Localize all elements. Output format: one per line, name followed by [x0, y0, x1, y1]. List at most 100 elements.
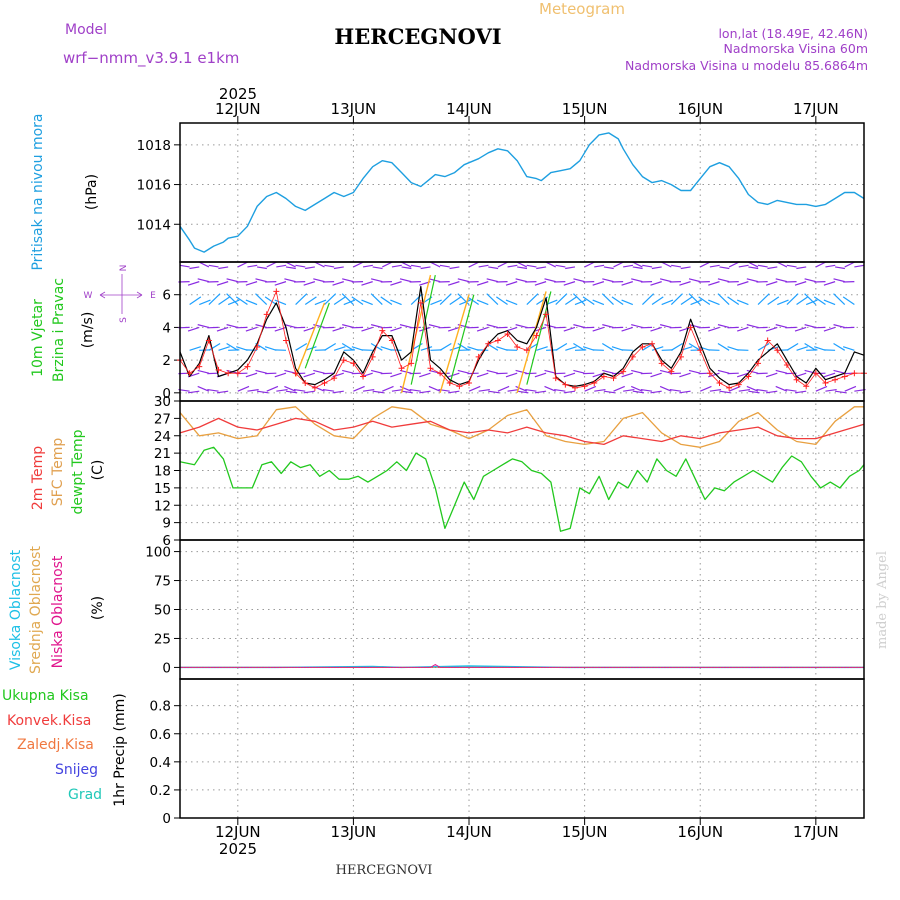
wind-arrow — [573, 293, 586, 305]
wind-arrow — [748, 390, 760, 394]
gust-marker — [783, 362, 790, 369]
wind-arrow — [833, 342, 846, 351]
wind-arrow — [536, 266, 547, 270]
wind-arrow — [361, 281, 373, 286]
wind-arrow — [775, 324, 788, 328]
wind-arrow — [661, 261, 672, 268]
wind-arrow — [651, 346, 664, 351]
wind-arrow — [786, 342, 799, 351]
wind-arrow — [844, 385, 857, 392]
wind-arrow — [563, 390, 576, 394]
gust-marker — [475, 353, 482, 360]
wind-arrow — [563, 326, 576, 332]
wind-arrow — [544, 385, 556, 392]
wind-arrow — [399, 385, 412, 392]
cloud-unit: (%) — [90, 596, 106, 620]
gust-marker — [677, 353, 684, 360]
wind-arrow — [517, 390, 529, 394]
wind-arrow — [563, 281, 576, 286]
wind-arrow — [515, 385, 528, 392]
wind-arrow — [717, 342, 730, 351]
wind-arrow — [632, 266, 643, 270]
wind-arrow — [794, 326, 807, 332]
wind-arrow — [235, 296, 248, 306]
wind-arrow — [766, 390, 778, 394]
wind-arrow — [361, 299, 373, 306]
gust-marker — [745, 373, 752, 380]
y-ticks: 1014101610180246691215182124273002550751… — [137, 138, 180, 827]
wind-arrow — [256, 390, 269, 394]
gust-marker — [514, 344, 521, 351]
wind-arrow — [708, 299, 720, 306]
grid — [180, 123, 864, 819]
wind-arrow — [505, 372, 518, 378]
wind-arrow — [197, 278, 210, 283]
wind-arrow — [410, 264, 421, 268]
wind-arrow — [833, 324, 845, 328]
wind-arrow — [226, 324, 238, 328]
year-bottom: 2025 — [219, 840, 257, 858]
gust-marker — [639, 344, 646, 351]
gust-marker — [427, 365, 434, 372]
dewpt-line — [179, 446, 865, 532]
y-tick-label: 9 — [162, 516, 171, 532]
wind-arrow — [757, 342, 770, 351]
gust-marker — [706, 370, 713, 377]
wind-arrow — [419, 390, 431, 394]
wind-arrow — [293, 388, 306, 392]
wind-arrow — [314, 261, 325, 268]
wind-arrow — [515, 278, 527, 283]
date-label-bottom: 15JUN — [562, 823, 608, 841]
wind-arrow — [496, 346, 508, 351]
panel-frame-precip — [179, 678, 865, 819]
wind-arrow — [737, 281, 749, 286]
gust-marker — [591, 380, 598, 387]
wind-arrow — [825, 264, 836, 268]
lonlat-label: lon,lat (18.49E, 42.46N) — [718, 26, 868, 41]
mid-cloud-label: Srednja Oblacnost — [28, 546, 44, 674]
y-tick-label: 0 — [162, 386, 171, 402]
wind-arrow — [197, 369, 210, 374]
gust-marker — [581, 383, 588, 390]
wind-arrow — [439, 293, 452, 305]
wind-arrow — [650, 281, 662, 286]
sfc-temp-line — [179, 406, 864, 448]
wind-arrow — [748, 266, 759, 270]
wind-arrow — [823, 326, 836, 332]
gust-marker — [697, 347, 704, 354]
wind-arrow — [216, 281, 229, 286]
wind-arrow — [198, 261, 210, 268]
wind-arrow — [534, 281, 547, 286]
wind-arrow — [430, 261, 441, 268]
wind-arrow — [775, 385, 788, 392]
wind-arrow — [486, 369, 499, 374]
wind-arrow — [333, 296, 346, 306]
date-label-bottom: 13JUN — [331, 823, 377, 841]
wind-arrow — [341, 342, 354, 351]
gust-marker — [273, 288, 280, 295]
y-tick-label: 1016 — [137, 178, 171, 194]
wind-arrow — [226, 342, 239, 351]
wind-arrow — [467, 296, 479, 306]
wind-arrow — [207, 388, 219, 392]
wind-arrow — [854, 264, 865, 268]
wind-arrow — [372, 390, 384, 394]
wind-arrow — [785, 388, 797, 392]
wind-arrow — [805, 299, 818, 306]
wind-arrow — [255, 369, 267, 374]
wind-arrow — [324, 264, 335, 268]
gust-marker — [379, 327, 386, 334]
wind-arrow — [688, 369, 701, 374]
gust-marker — [793, 376, 800, 383]
wind-arrow — [757, 264, 768, 268]
gust-marker — [321, 380, 328, 387]
wind-arrow — [651, 296, 664, 306]
wind-arrow — [815, 385, 828, 392]
wind-arrow — [468, 261, 480, 268]
wind-arrow — [216, 326, 229, 332]
wind-arrow — [304, 302, 330, 369]
wind-arrow — [688, 342, 701, 351]
wind-arrow — [294, 302, 326, 377]
gust-marker — [755, 360, 762, 367]
